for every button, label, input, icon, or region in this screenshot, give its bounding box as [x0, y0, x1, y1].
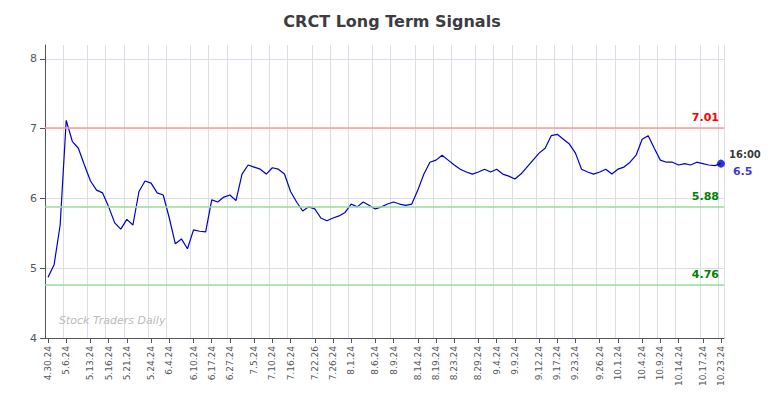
- svg-text:7.16.24: 7.16.24: [286, 346, 296, 381]
- svg-text:9.9.24: 9.9.24: [510, 346, 520, 375]
- svg-text:7.5.24: 7.5.24: [249, 346, 259, 375]
- svg-text:7.26.24: 7.26.24: [328, 346, 338, 381]
- svg-text:9.23.24: 9.23.24: [570, 346, 580, 381]
- svg-text:9.12.24: 9.12.24: [534, 346, 544, 381]
- svg-text:10.23.24: 10.23.24: [716, 346, 726, 386]
- svg-text:8.23.24: 8.23.24: [449, 346, 459, 381]
- svg-text:5.21.24: 5.21.24: [122, 346, 132, 381]
- svg-text:6.5: 6.5: [733, 165, 753, 178]
- svg-text:6: 6: [30, 192, 37, 205]
- svg-text:10.9.24: 10.9.24: [655, 346, 665, 381]
- svg-text:16:00: 16:00: [729, 149, 761, 160]
- svg-text:8.9.24: 8.9.24: [389, 346, 399, 375]
- svg-text:7.01: 7.01: [692, 111, 719, 124]
- svg-text:5.6.24: 5.6.24: [61, 346, 71, 375]
- svg-text:CRCT Long Term Signals: CRCT Long Term Signals: [283, 12, 500, 31]
- svg-text:10.1.24: 10.1.24: [613, 346, 623, 381]
- svg-text:8: 8: [30, 52, 37, 65]
- svg-text:8.29.24: 8.29.24: [473, 346, 483, 381]
- svg-text:9.17.24: 9.17.24: [552, 346, 562, 381]
- svg-text:6.27.24: 6.27.24: [225, 346, 235, 381]
- svg-text:6.4.24: 6.4.24: [164, 346, 174, 375]
- svg-text:7.10.24: 7.10.24: [267, 346, 277, 381]
- svg-text:9.4.24: 9.4.24: [492, 346, 502, 375]
- svg-text:5.16.24: 5.16.24: [104, 346, 114, 381]
- svg-text:5.13.24: 5.13.24: [85, 346, 95, 381]
- svg-text:10.14.24: 10.14.24: [674, 346, 684, 386]
- svg-text:9.26.24: 9.26.24: [595, 346, 605, 381]
- svg-text:5.88: 5.88: [692, 190, 719, 203]
- svg-text:8.6.24: 8.6.24: [370, 346, 380, 375]
- svg-text:4.76: 4.76: [692, 268, 719, 281]
- svg-text:10.4.24: 10.4.24: [637, 346, 647, 381]
- svg-text:8.19.24: 8.19.24: [431, 346, 441, 381]
- svg-text:8.1.24: 8.1.24: [346, 346, 356, 375]
- svg-text:Stock Traders Daily: Stock Traders Daily: [59, 314, 166, 327]
- svg-text:6.17.24: 6.17.24: [207, 346, 217, 381]
- svg-text:5: 5: [30, 262, 37, 275]
- svg-text:4.30.24: 4.30.24: [43, 346, 53, 381]
- svg-text:8.14.24: 8.14.24: [413, 346, 423, 381]
- svg-text:5.24.24: 5.24.24: [146, 346, 156, 381]
- svg-text:4: 4: [30, 332, 37, 345]
- svg-text:10.17.24: 10.17.24: [698, 346, 708, 386]
- svg-text:7.22.26: 7.22.26: [310, 346, 320, 381]
- svg-text:7: 7: [30, 122, 37, 135]
- svg-text:6.10.24: 6.10.24: [189, 346, 199, 381]
